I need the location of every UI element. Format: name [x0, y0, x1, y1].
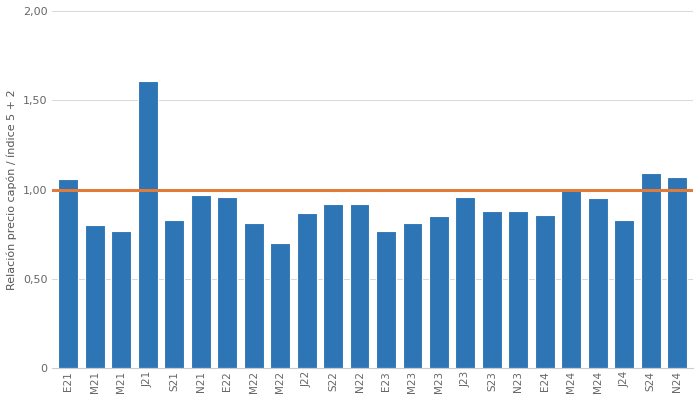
Bar	[535, 214, 555, 368]
Bar	[588, 198, 608, 368]
Bar	[217, 197, 237, 368]
Bar	[429, 216, 449, 368]
Bar	[85, 225, 105, 368]
Bar	[297, 213, 316, 368]
Bar	[191, 195, 211, 368]
Bar	[244, 224, 264, 368]
Bar	[349, 204, 370, 368]
Bar	[402, 224, 422, 368]
Bar	[111, 231, 131, 368]
Bar	[164, 220, 184, 368]
Bar	[376, 231, 396, 368]
Bar	[456, 197, 475, 368]
Bar	[508, 211, 528, 368]
Y-axis label: Relación precio capón / índice 5 + 2: Relación precio capón / índice 5 + 2	[7, 89, 18, 290]
Bar	[138, 81, 158, 368]
Bar	[270, 243, 290, 368]
Bar	[615, 220, 634, 368]
Bar	[58, 179, 78, 368]
Bar	[482, 211, 502, 368]
Bar	[667, 177, 687, 368]
Bar	[323, 204, 343, 368]
Bar	[640, 174, 661, 368]
Bar	[561, 190, 581, 368]
